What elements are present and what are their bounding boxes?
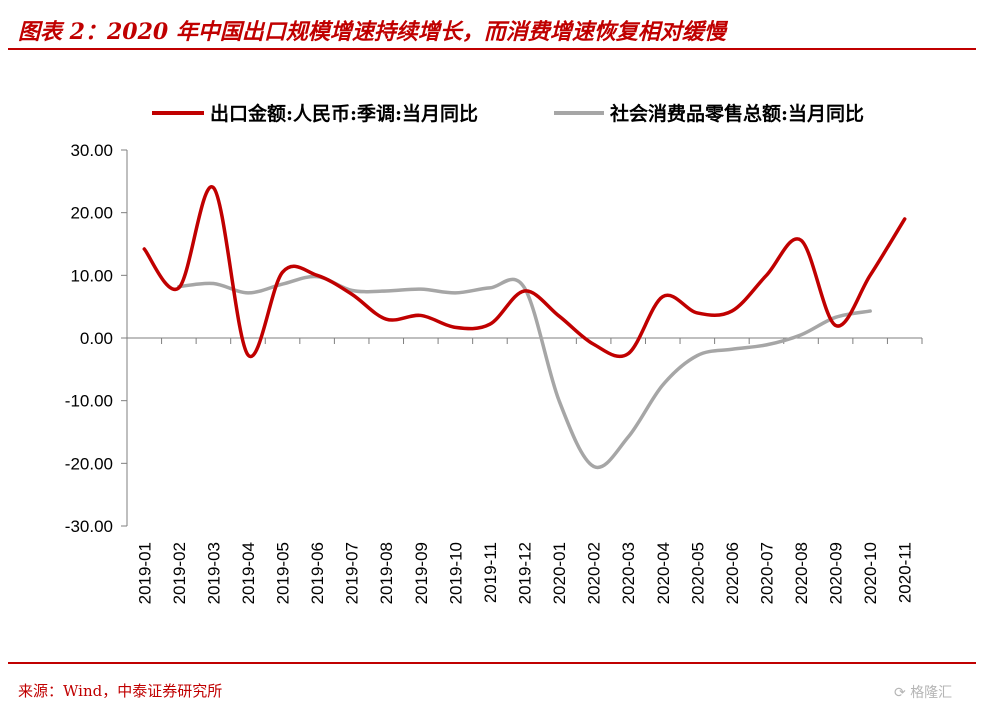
x-tick-label: 2020-03 (619, 542, 638, 604)
x-tick-label: 2019-08 (377, 542, 396, 604)
y-tick-label: 0.00 (80, 329, 113, 348)
y-tick-label: -10.00 (65, 392, 113, 411)
x-tick-label: 2020-05 (688, 542, 707, 604)
x-tick-label: 2020-07 (757, 542, 776, 604)
x-tick-label: 2019-11 (481, 542, 500, 603)
x-tick-label: 2019-05 (274, 542, 293, 604)
y-tick-label: -20.00 (65, 454, 113, 473)
x-tick-label: 2019-06 (308, 542, 327, 604)
x-tick-label: 2020-06 (723, 542, 742, 604)
x-tick-label: 2019-10 (446, 542, 465, 604)
x-tick-label: 2019-01 (135, 542, 154, 604)
x-tick-label: 2020-04 (654, 542, 673, 604)
x-tick-label: 2020-11 (896, 542, 915, 603)
x-tick-label: 2020-09 (827, 542, 846, 604)
series-line-retail-sales (177, 274, 872, 470)
y-tick-label: -30.00 (65, 517, 113, 536)
series-line-exports (142, 185, 907, 359)
x-tick-label: 2020-10 (861, 542, 880, 604)
bottom-rule (8, 662, 976, 664)
source-note: 来源：Wind，中泰证券研究所 (18, 682, 223, 700)
x-tick-label: 2020-02 (585, 542, 604, 604)
legend-label: 社会消费品零售总额:当月同比 (609, 102, 864, 125)
x-tick-label: 2019-07 (343, 542, 362, 604)
x-tick-label: 2019-04 (239, 542, 258, 604)
watermark-text: 格隆汇 (910, 685, 953, 701)
x-tick-label: 2019-12 (516, 542, 535, 604)
x-tick-label: 2019-03 (204, 542, 223, 604)
x-tick-label: 2020-08 (792, 542, 811, 604)
y-tick-label: 10.00 (70, 266, 113, 285)
chart-title: 图表 2：2020 年中国出口规模增速持续增长，而消费增速恢复相对缓慢 (18, 19, 726, 45)
legend-label: 出口金额:人民币:季调:当月同比 (210, 102, 478, 125)
x-tick-label: 2019-09 (412, 542, 431, 604)
x-tick-label: 2020-01 (550, 542, 569, 604)
y-tick-label: 20.00 (70, 204, 113, 223)
y-tick-label: 30.00 (70, 141, 113, 160)
watermark: ⟳ 格隆汇 (894, 682, 952, 702)
x-tick-label: 2019-02 (170, 542, 189, 604)
top-rule (8, 48, 976, 50)
watermark-logo-icon: ⟳ (894, 685, 906, 701)
